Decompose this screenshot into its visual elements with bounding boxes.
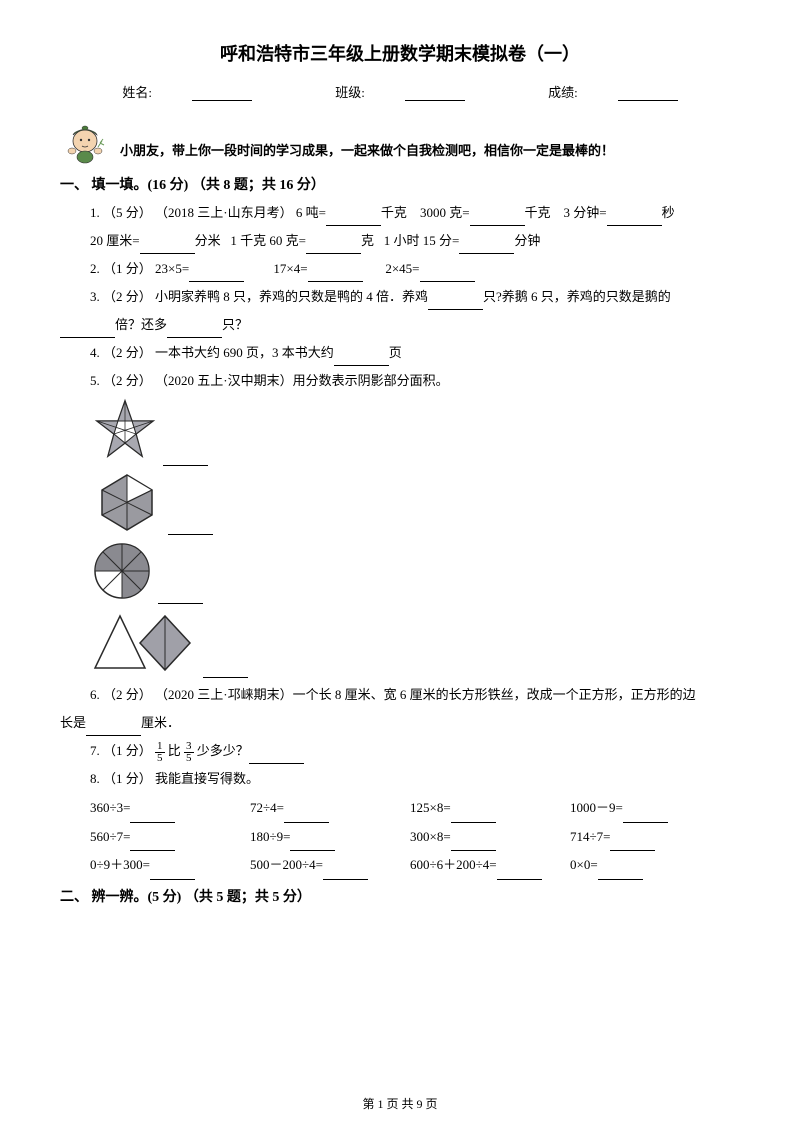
question-1-line2: 20 厘米=分米 1 千克 60 克=克 1 小时 15 分=分钟	[90, 228, 740, 254]
shape-hexagon	[90, 470, 740, 535]
page-title: 呼和浩特市三年级上册数学期末模拟卷（一）	[60, 40, 740, 66]
shape-star	[90, 396, 740, 466]
question-2: 2. （1 分） 23×5= 17×4= 2×45=	[90, 256, 740, 282]
question-1: 1. （5 分） （2018 三上·山东月考） 6 吨=千克 3000 克=千克…	[90, 200, 740, 226]
intro-text: 小朋友，带上你一段时间的学习成果，一起来做个自我检测吧，相信你一定是最棒的！	[120, 121, 614, 162]
shape-circle	[90, 539, 740, 604]
question-5: 5. （2 分） （2020 五上·汉中期末）用分数表示阴影部分面积。	[90, 368, 740, 394]
section-1-header: 一、 填一填。(16 分) （共 8 题；共 16 分）	[60, 174, 740, 194]
shape-triangle-diamond	[90, 608, 740, 678]
calc-row-1: 360÷3= 72÷4= 125×8= 1000－9=	[90, 794, 740, 823]
question-4: 4. （2 分） 一本书大约 690 页，3 本书大约页	[90, 340, 740, 366]
name-label: 姓名:	[102, 85, 272, 100]
score-label: 成绩:	[528, 85, 698, 100]
class-label: 班级:	[315, 85, 485, 100]
mascot-icon	[60, 121, 110, 166]
question-8: 8. （1 分） 我能直接写得数。	[90, 766, 740, 792]
meta-line: 姓名: 班级: 成绩:	[60, 82, 740, 101]
question-7: 7. （1 分） 15 比 35 少多少？	[90, 738, 740, 764]
section-2-header: 二、 辨一辨。(5 分) （共 5 题；共 5 分）	[60, 886, 740, 906]
intro-row: 小朋友，带上你一段时间的学习成果，一起来做个自我检测吧，相信你一定是最棒的！	[60, 121, 740, 166]
page-footer: 第 1 页 共 9 页	[0, 1095, 800, 1112]
calc-row-3: 0÷9＋300= 500－200÷4= 600÷6＋200÷4= 0×0=	[90, 851, 740, 880]
calc-grid: 360÷3= 72÷4= 125×8= 1000－9= 560÷7= 180÷9…	[90, 794, 740, 880]
question-3: 3. （2 分） 小明家养鸭 8 只，养鸡的只数是鸭的 4 倍．养鸡只?养鹅 6…	[90, 284, 740, 310]
question-6: 6. （2 分） （2020 三上·邛崃期末）一个长 8 厘米、宽 6 厘米的长…	[90, 682, 740, 708]
calc-row-2: 560÷7= 180÷9= 300×8= 714÷7=	[90, 823, 740, 852]
question-3-line2: 倍？还多只？	[60, 312, 740, 338]
fraction-1: 15	[155, 741, 165, 764]
question-6-line2: 长是厘米．	[60, 710, 740, 736]
fraction-2: 35	[184, 741, 194, 764]
